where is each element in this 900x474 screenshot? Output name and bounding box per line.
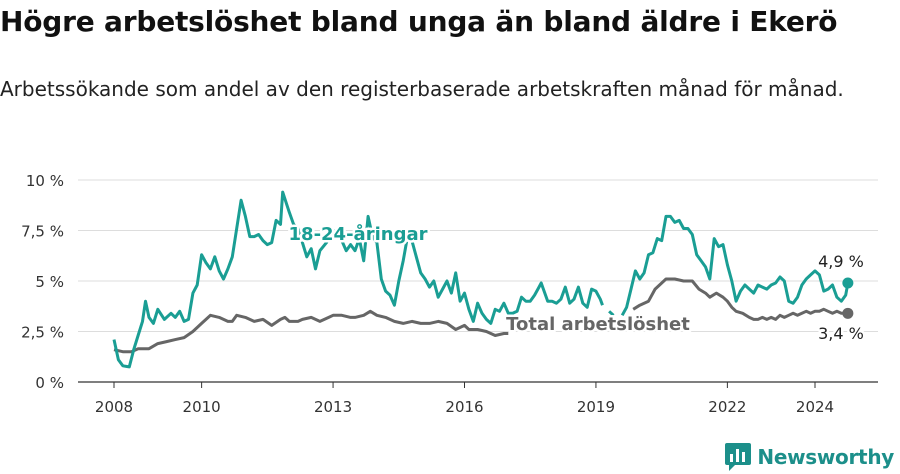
series-line-total: [113, 309, 509, 354]
y-tick-label: 0 %: [35, 374, 64, 392]
newsworthy-logo-icon: [725, 443, 752, 471]
x-tick-label: 2016: [445, 398, 483, 416]
x-tick-label: 2022: [708, 398, 746, 416]
series-label-youth: 18-24-åringar: [289, 223, 428, 245]
series-lines: [112, 190, 854, 369]
y-tick-label: 2,5 %: [21, 324, 64, 342]
x-tick-label: 2024: [796, 398, 834, 416]
series-end-point-youth: [842, 277, 854, 289]
end-value-label-youth-halo: 4,9 %: [818, 252, 864, 271]
series-line-youth: [112, 190, 850, 369]
newsworthy-logo-text: Newsworthy: [757, 445, 894, 469]
x-tick-label: 2013: [314, 398, 352, 416]
y-tick-label: 5 %: [35, 273, 64, 291]
newsworthy-logo: Newsworthy: [725, 442, 894, 472]
x-axis-ticks: 2008 2010 2013 2016 2019 2022 2024: [95, 382, 834, 416]
end-value-label-total: 3,4 %: [818, 324, 864, 343]
series-label-youth-halo: 18-24-åringar: [289, 223, 428, 245]
chart-title: Högre arbetslöshet bland unga än bland ä…: [0, 5, 838, 38]
series-label-total: Total arbetslöshet: [506, 314, 690, 335]
series-label-total-halo: Total arbetslöshet: [506, 314, 690, 335]
series-line-total: [632, 277, 848, 321]
end-value-label-youth: 4,9 %: [818, 252, 864, 271]
gridlines: [78, 179, 878, 383]
series-end-point-total: [842, 307, 854, 319]
chart-subtitle: Arbetssökande som andel av den registerb…: [0, 77, 844, 101]
x-tick-label: 2008: [95, 398, 133, 416]
y-tick-label: 10 %: [26, 172, 64, 190]
x-tick-label: 2010: [183, 398, 221, 416]
end-value-label-total-halo: 3,4 %: [818, 324, 864, 343]
y-tick-label: 7,5 %: [21, 223, 64, 241]
x-tick-label: 2019: [577, 398, 615, 416]
y-axis-ticks: 0 % 2,5 % 5 % 7,5 % 10 %: [21, 172, 64, 392]
